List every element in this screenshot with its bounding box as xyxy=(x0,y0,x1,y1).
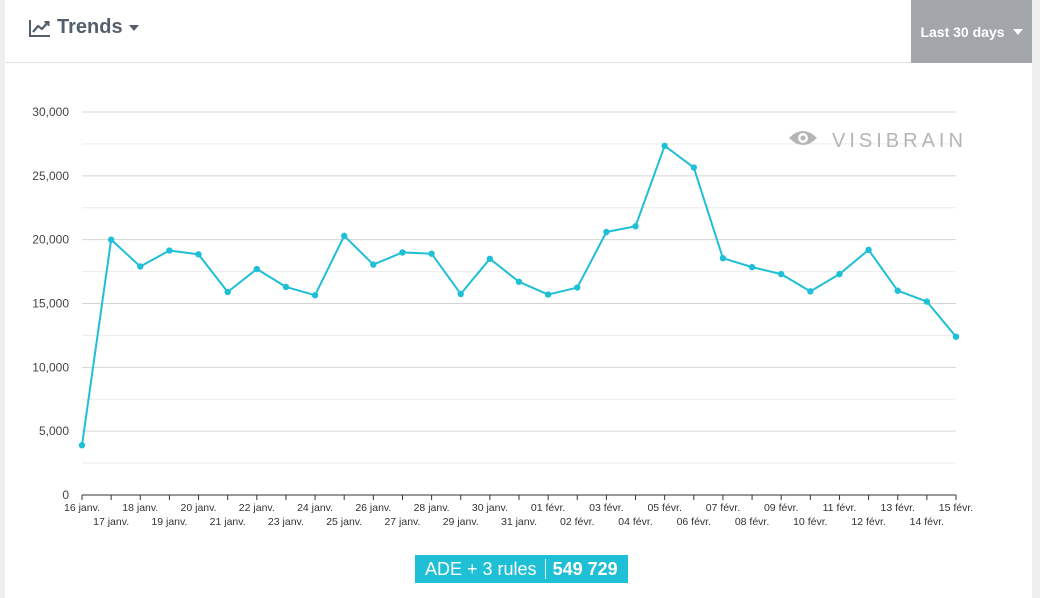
legend-separator xyxy=(544,559,546,579)
legend-total: 549 729 xyxy=(552,558,618,579)
x-tick-label: 22 janv. xyxy=(239,502,275,514)
data-point xyxy=(370,261,377,268)
data-point xyxy=(923,298,931,305)
panel-header: Trends xyxy=(5,0,1032,63)
line-chart-icon xyxy=(29,19,51,37)
data-point xyxy=(107,236,115,243)
visibrain-watermark: VISIBRAIN xyxy=(788,128,967,154)
date-range-label: Last 30 days xyxy=(920,23,1005,40)
data-point xyxy=(690,164,697,171)
data-point xyxy=(836,270,843,278)
x-tick-label: 15 févr. xyxy=(939,502,973,514)
data-point xyxy=(574,284,581,291)
x-tick-label: 30 janv. xyxy=(472,502,508,514)
data-point xyxy=(515,278,523,285)
data-point xyxy=(778,270,785,278)
x-tick-label: 04 févr. xyxy=(618,516,652,528)
y-tick-label: 25,000 xyxy=(32,169,69,183)
data-point xyxy=(311,292,319,299)
x-tick-label: 07 févr. xyxy=(706,502,740,514)
x-tick-label: 24 janv. xyxy=(297,502,333,514)
data-point xyxy=(428,250,435,257)
data-point xyxy=(78,442,86,449)
data-point xyxy=(748,263,756,271)
date-range-button[interactable]: Last 30 days xyxy=(911,0,1032,63)
y-tick-label: 20,000 xyxy=(32,233,69,247)
data-point xyxy=(952,333,960,340)
x-tick-label: 26 janv. xyxy=(355,502,391,514)
data-point xyxy=(486,255,494,263)
eye-icon xyxy=(788,128,818,154)
x-tick-label: 13 févr. xyxy=(881,502,915,514)
y-tick-label: 0 xyxy=(62,488,69,502)
series-legend-badge[interactable]: ADE + 3 rules 549 729 xyxy=(415,555,628,583)
x-tick-label: 25 janv. xyxy=(326,516,362,528)
data-point xyxy=(865,246,872,254)
trends-panel: Trends Last 30 days 0 5,000 10,000 15,000 20… xyxy=(5,0,1032,598)
data-point xyxy=(341,232,348,240)
trend-line-chart: 0 5,000 10,000 15,000 20,000 25,000 30,000 16 j… xyxy=(32,105,973,528)
data-point xyxy=(544,291,552,298)
x-tick-label: 01 févr. xyxy=(531,502,565,514)
x-tick-label: 11 févr. xyxy=(823,502,857,514)
data-point xyxy=(457,290,464,298)
x-tick-label: 23 janv. xyxy=(268,516,304,528)
trends-title: Trends xyxy=(57,16,123,38)
data-point xyxy=(632,223,639,230)
x-tick-label: 09 févr. xyxy=(764,502,798,514)
x-tick-label: 19 janv. xyxy=(151,516,187,528)
data-point xyxy=(137,263,144,270)
series-line xyxy=(81,144,957,446)
data-point xyxy=(603,228,610,236)
data-point xyxy=(661,142,668,150)
data-point xyxy=(719,254,727,262)
data-point xyxy=(195,251,202,258)
watermark-text: VISIBRAIN xyxy=(832,129,967,152)
data-point xyxy=(166,247,173,254)
x-tick-label: 05 févr. xyxy=(647,502,681,514)
x-tick-label: 14 févr. xyxy=(910,516,944,528)
x-tick-label: 08 févr. xyxy=(735,516,769,528)
caret-down-icon xyxy=(1012,28,1023,35)
y-tick-label: 5,000 xyxy=(39,424,69,438)
x-tick-label: 29 janv. xyxy=(443,516,479,528)
x-tick-label: 16 janv. xyxy=(64,502,100,514)
trends-dropdown[interactable]: Trends xyxy=(29,16,139,39)
y-tick-label: 10,000 xyxy=(32,360,69,374)
x-tick-label: 03 févr. xyxy=(589,502,623,514)
data-point xyxy=(894,287,901,294)
x-tick-label: 20 janv. xyxy=(181,502,217,514)
y-tick-label: 15,000 xyxy=(32,297,69,311)
x-tick-label: 02 févr. xyxy=(560,516,594,528)
y-tick-label: 30,000 xyxy=(32,105,69,119)
x-tick-label: 28 janv. xyxy=(414,502,450,514)
data-point xyxy=(807,288,814,295)
x-tick-label: 12 févr. xyxy=(851,516,885,528)
caret-down-icon xyxy=(128,24,139,31)
x-tick-label: 10 févr. xyxy=(793,516,827,528)
data-point xyxy=(224,288,231,296)
x-tick-label: 18 janv. xyxy=(122,502,158,514)
x-tick-label: 31 janv. xyxy=(501,516,537,528)
x-tick-label: 21 janv. xyxy=(210,516,246,528)
data-point xyxy=(399,249,406,256)
data-point xyxy=(253,265,260,273)
x-tick-label: 17 janv. xyxy=(93,516,129,528)
x-tick-label: 27 janv. xyxy=(384,516,420,528)
data-point xyxy=(282,283,290,291)
x-tick-label: 06 févr. xyxy=(677,516,711,528)
legend-series-name: ADE + 3 rules xyxy=(425,558,537,579)
